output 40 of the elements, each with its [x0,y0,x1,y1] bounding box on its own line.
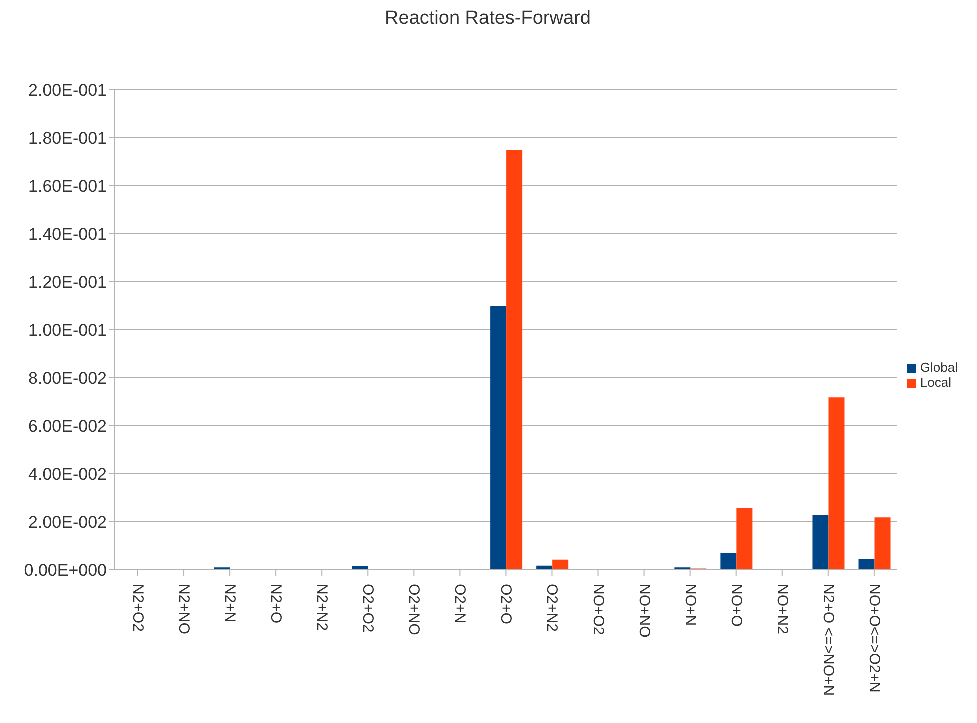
x-tick-label: N2+N2 [314,584,331,632]
y-tick-label: 1.60E-001 [28,177,107,196]
y-tick-label: 1.80E-001 [28,129,107,148]
x-tick-label: NO+O2 [590,584,607,636]
x-tick-label: NO+NO [636,584,653,638]
bar [828,398,845,570]
x-tick-label: O2+O [498,584,515,624]
y-tick-label: 1.20E-001 [28,273,107,292]
bar [720,552,737,570]
bar [812,516,829,570]
x-tick-label: N2+O <=>NO+N [820,584,837,696]
x-tick-label: NO+O<=>O2+N [866,584,883,693]
x-tick-label: N2+O [268,584,285,624]
bar [552,560,569,570]
bar [490,306,507,570]
x-tick-label: NO+N [682,584,699,626]
x-tick-label: N2+O2 [130,584,147,632]
x-tick-label: O2+NO [406,584,423,636]
y-tick-label: 2.00E-002 [28,513,107,532]
x-tick-label: O2+N [452,584,469,624]
y-tick-label: 4.00E-002 [28,465,107,484]
legend-label: Local [920,375,952,390]
bar [858,558,875,570]
x-tick-label: N2+N [222,584,239,623]
bar [874,518,891,570]
legend-label: Global [920,360,958,375]
bar [506,150,523,570]
x-tick-label: NO+N2 [774,584,791,634]
x-tick-label: NO+O [728,584,745,627]
x-tick-label: O2+N2 [544,584,561,632]
y-tick-label: 0.00E+000 [24,561,107,580]
y-tick-label: 1.00E-001 [28,321,107,340]
y-tick-label: 6.00E-002 [28,417,107,436]
x-tick-label: N2+NO [176,584,193,634]
y-tick-label: 8.00E-002 [28,369,107,388]
bar [736,508,753,570]
x-tick-label: O2+O2 [360,584,377,633]
y-tick-label: 1.40E-001 [28,225,107,244]
chart-title: Reaction Rates-Forward [384,8,592,30]
y-tick-label: 2.00E-001 [28,81,107,100]
